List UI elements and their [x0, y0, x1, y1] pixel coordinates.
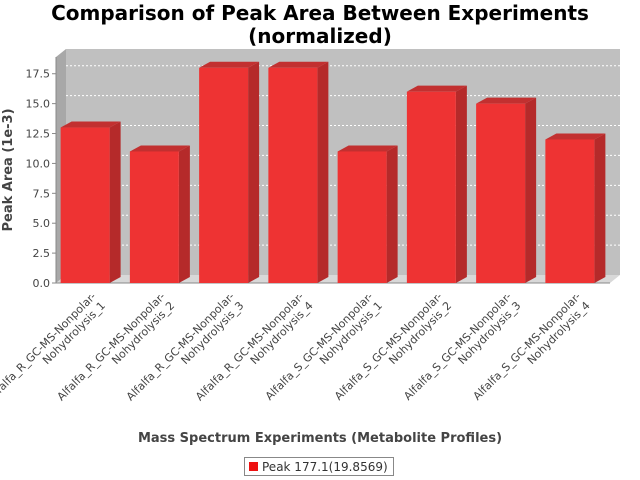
bar-front	[545, 139, 595, 283]
bar-5	[337, 145, 398, 283]
bar-front	[60, 127, 110, 283]
x-tick-labels: Alfalfa_R_GC-MS-Nonpolar-Nohydrolysis_1A…	[0, 290, 593, 403]
y-tick-label: 10.0	[26, 157, 51, 170]
bar-front	[337, 151, 387, 283]
bar-side	[386, 145, 398, 283]
bar-top	[406, 85, 467, 92]
y-tick-label: 15.0	[26, 98, 51, 111]
x-tick-label-line: Alfalfa_R_GC-MS-Nonpolar-	[0, 290, 99, 403]
bar-top	[60, 121, 121, 128]
bar-side	[594, 133, 606, 283]
bar-4	[268, 61, 329, 284]
legend-label: Peak 177.1(19.8569)	[262, 459, 388, 474]
bar-front	[129, 151, 179, 283]
bar-chart-plot: 0.0 2.5 5.0 7.5 10.0 12.5 15.0 17.5 Alfalfa_R_G…	[0, 49, 620, 403]
bar-side	[317, 61, 329, 284]
bar-front	[268, 67, 318, 283]
bar-side	[109, 121, 121, 283]
y-tick-label: 0.0	[33, 277, 51, 290]
bar-top	[129, 145, 190, 152]
bar-front	[199, 67, 249, 283]
y-tick-label: 5.0	[33, 217, 51, 230]
bar-side	[248, 61, 260, 284]
y-tick-label: 7.5	[33, 187, 51, 200]
bar-side	[525, 97, 537, 283]
legend-swatch	[249, 462, 258, 471]
bar-side	[455, 85, 467, 283]
bar-3	[199, 61, 260, 284]
chart-title-line-1: Comparison of Peak Area Between Experime…	[51, 1, 589, 25]
legend: Peak 177.1(19.8569)	[244, 457, 394, 476]
y-axis-label: Peak Area (1e-3)	[1, 108, 16, 231]
bar-7	[476, 97, 537, 283]
chart-title: Comparison of Peak Area Between Experime…	[0, 2, 640, 48]
bar-1	[60, 121, 121, 283]
bar-front	[406, 91, 456, 283]
bar-top	[268, 61, 329, 68]
bar-side	[178, 145, 190, 283]
bar-top	[337, 145, 398, 152]
bars	[60, 61, 606, 284]
bar-front	[476, 103, 526, 283]
y-tick-label: 17.5	[26, 68, 51, 81]
y-tick-label: 12.5	[26, 128, 51, 141]
bar-8	[545, 133, 606, 283]
bar-6	[406, 85, 467, 283]
bar-top	[476, 97, 537, 104]
bar-top	[545, 133, 606, 140]
chart-title-line-2: (normalized)	[248, 24, 392, 48]
y-tick-label: 2.5	[33, 247, 51, 260]
bar-2	[129, 145, 190, 283]
x-axis-label: Mass Spectrum Experiments (Metabolite Pr…	[137, 431, 503, 446]
bar-top	[199, 61, 260, 68]
